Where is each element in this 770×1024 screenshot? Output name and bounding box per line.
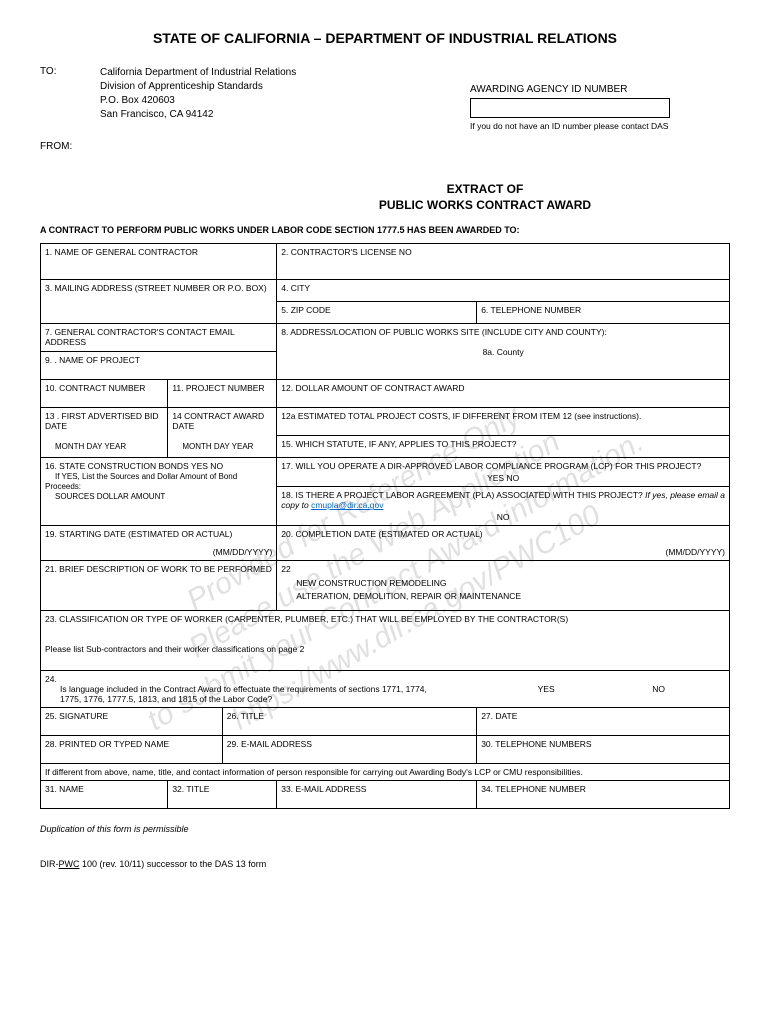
field-19[interactable]: 19. STARTING DATE (ESTIMATED OR ACTUAL) …	[41, 526, 277, 561]
field-31[interactable]: 31. NAME	[41, 781, 168, 809]
to-section: TO: California Department of Industrial …	[40, 66, 296, 131]
duplication-note: Duplication of this form is permissible	[40, 824, 730, 834]
from-label: FROM:	[40, 141, 730, 152]
agency-note: If you do not have an ID number please c…	[470, 121, 730, 131]
field-note-row: If different from above, name, title, an…	[41, 764, 730, 781]
to-line2: Division of Apprenticeship Standards	[100, 80, 296, 94]
field-26[interactable]: 26. TITLE	[222, 708, 476, 736]
field-1[interactable]: 1. NAME OF GENERAL CONTRACTOR	[41, 244, 277, 280]
field-25[interactable]: 25. SIGNATURE	[41, 708, 223, 736]
field-9[interactable]: 9. . NAME OF PROJECT	[41, 352, 277, 380]
field-6[interactable]: 6. TELEPHONE NUMBER	[477, 302, 730, 324]
field-16[interactable]: 16. STATE CONSTRUCTION BONDS YES NO If Y…	[41, 458, 277, 526]
award-text: A CONTRACT TO PERFORM PUBLIC WORKS UNDER…	[40, 225, 730, 235]
field-8[interactable]: 8. ADDRESS/LOCATION OF PUBLIC WORKS SITE…	[277, 324, 730, 380]
page-title: STATE OF CALIFORNIA – DEPARTMENT OF INDU…	[40, 30, 730, 46]
subtitle: EXTRACT OF PUBLIC WORKS CONTRACT AWARD	[240, 182, 730, 213]
field-21[interactable]: 21. BRIEF DESCRIPTION OF WORK TO BE PERF…	[41, 561, 277, 611]
field-30[interactable]: 30. TELEPHONE NUMBERS	[477, 736, 730, 764]
field-11[interactable]: 11. PROJECT NUMBER	[168, 380, 277, 408]
agency-label: AWARDING AGENCY ID NUMBER	[470, 84, 730, 95]
field-27[interactable]: 27. DATE	[477, 708, 730, 736]
field-20[interactable]: 20. COMPLETION DATE (ESTIMATED OR ACTUAL…	[277, 526, 730, 561]
form-table: 1. NAME OF GENERAL CONTRACTOR 2. CONTRAC…	[40, 243, 730, 809]
field-7[interactable]: 7. GENERAL CONTRACTOR'S CONTACT EMAIL AD…	[41, 324, 277, 352]
to-line4: San Francisco, CA 94142	[100, 108, 296, 122]
field-2[interactable]: 2. CONTRACTOR'S LICENSE NO	[277, 244, 730, 280]
field-18[interactable]: 18. IS THERE A PROJECT LABOR AGREEMENT (…	[277, 487, 730, 526]
field-28[interactable]: 28. PRINTED OR TYPED NAME	[41, 736, 223, 764]
field-12[interactable]: 12. DOLLAR AMOUNT OF CONTRACT AWARD	[277, 380, 730, 408]
to-line1: California Department of Industrial Rela…	[100, 66, 296, 80]
to-line3: P.O. Box 420603	[100, 94, 296, 108]
field-22[interactable]: 22 NEW CONSTRUCTION REMODELING ALTERATIO…	[277, 561, 730, 611]
field-33[interactable]: 33. E-MAIL ADDRESS	[277, 781, 477, 809]
field-5[interactable]: 5. ZIP CODE	[277, 302, 477, 324]
footer: DIR-PWC 100 (rev. 10/11) successor to th…	[40, 859, 730, 869]
field-34[interactable]: 34. TELEPHONE NUMBER	[477, 781, 730, 809]
field-4[interactable]: 4. CITY	[277, 280, 730, 302]
agency-id-input[interactable]	[470, 98, 670, 118]
field-13[interactable]: 13 . FIRST ADVERTISED BID DATE MONTH DAY…	[41, 408, 168, 458]
field-23[interactable]: 23. CLASSIFICATION OR TYPE OF WORKER (CA…	[41, 611, 730, 671]
field-3[interactable]: 3. MAILING ADDRESS (STREET NUMBER OR P.O…	[41, 280, 277, 324]
agency-section: AWARDING AGENCY ID NUMBER If you do not …	[470, 66, 730, 131]
field-17[interactable]: 17. WILL YOU OPERATE A DIR-APPROVED LABO…	[277, 458, 730, 487]
field-10[interactable]: 10. CONTRACT NUMBER	[41, 380, 168, 408]
field-14[interactable]: 14 CONTRACT AWARD DATE MONTH DAY YEAR	[168, 408, 277, 458]
field-29[interactable]: 29. E-MAIL ADDRESS	[222, 736, 476, 764]
field-24[interactable]: 24. Is language included in the Contract…	[41, 671, 730, 708]
field-15[interactable]: 15. WHICH STATUTE, IF ANY, APPLIES TO TH…	[277, 436, 730, 458]
field-12a[interactable]: 12a ESTIMATED TOTAL PROJECT COSTS, IF DI…	[277, 408, 730, 436]
to-label: TO:	[40, 66, 80, 131]
field-32[interactable]: 32. TITLE	[168, 781, 277, 809]
